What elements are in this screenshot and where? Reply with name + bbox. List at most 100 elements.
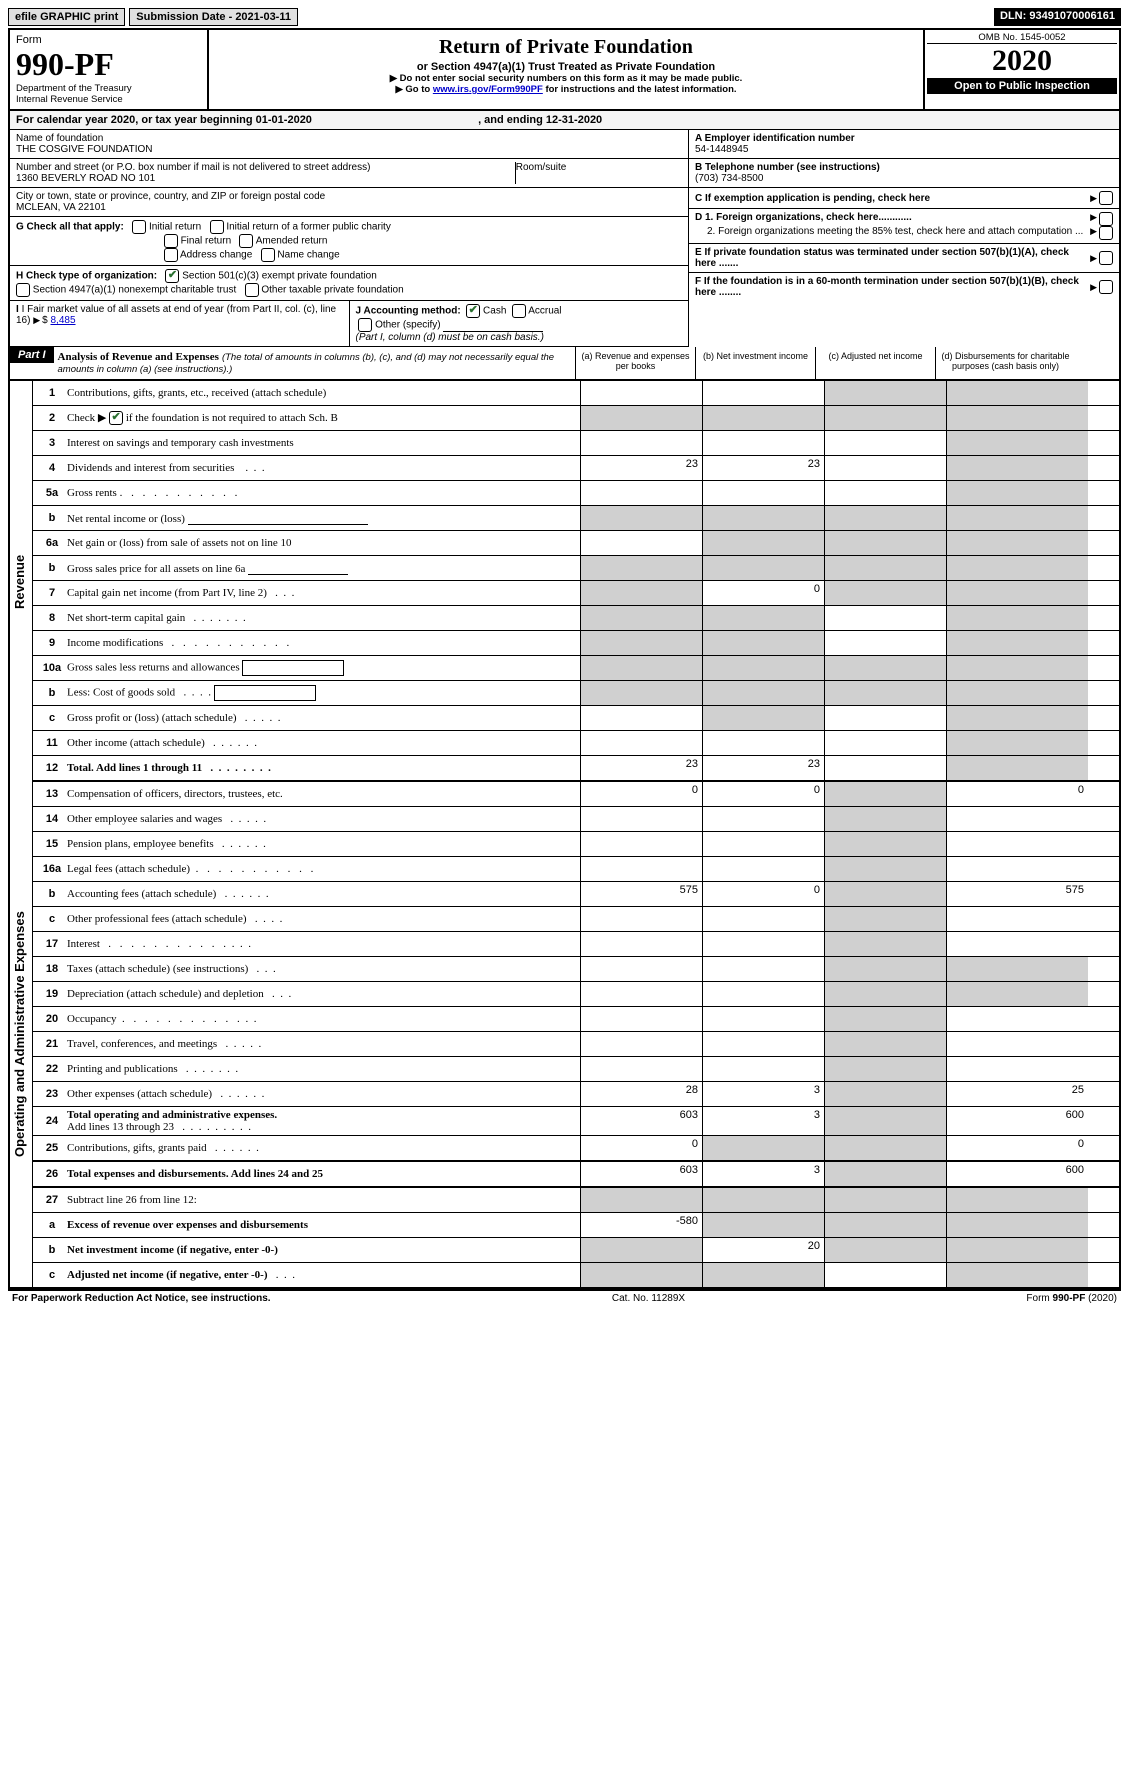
- open-public: Open to Public Inspection: [927, 78, 1117, 94]
- j-accrual: Accrual: [528, 306, 561, 317]
- col-a-hdr: (a) Revenue and expenses per books: [576, 347, 696, 379]
- i-value[interactable]: 8,485: [51, 315, 76, 326]
- j-cash: Cash: [483, 306, 506, 317]
- f-label: F If the foundation is in a 60-month ter…: [695, 276, 1090, 298]
- chk-501c3[interactable]: [165, 269, 179, 283]
- calendar-year-row: For calendar year 2020, or tax year begi…: [10, 111, 1119, 130]
- city-label: City or town, state or province, country…: [16, 191, 682, 202]
- form-subtitle: or Section 4947(a)(1) Trust Treated as P…: [213, 61, 919, 73]
- l12-b: 23: [703, 756, 825, 780]
- chk-amended[interactable]: [239, 234, 253, 248]
- g-label: G Check all that apply:: [16, 222, 124, 233]
- line-4: Dividends and interest from securities .…: [67, 462, 576, 474]
- chk-cash[interactable]: [466, 304, 480, 318]
- form-footer: Form 990-PF (2020): [1026, 1293, 1117, 1304]
- chk-e[interactable]: [1099, 251, 1113, 265]
- l23-d: 25: [947, 1082, 1088, 1106]
- part1-title: Analysis of Revenue and Expenses: [58, 351, 219, 363]
- l26-d: 600: [947, 1162, 1088, 1186]
- g-initial: Initial return: [149, 222, 201, 233]
- l25-a: 0: [581, 1136, 703, 1160]
- col-b-hdr: (b) Net investment income: [696, 347, 816, 379]
- line-16b: Accounting fees (attach schedule) . . . …: [67, 888, 576, 900]
- form-number: 990-PF: [16, 46, 201, 83]
- form-title: Return of Private Foundation: [213, 36, 919, 59]
- line-16a: Legal fees (attach schedule): [67, 863, 576, 875]
- l26-a: 603: [581, 1162, 703, 1186]
- line-6a: Net gain or (loss) from sale of assets n…: [67, 537, 576, 549]
- phone: (703) 734-8500: [695, 173, 1113, 184]
- name-label: Name of foundation: [16, 133, 682, 144]
- irs-link[interactable]: www.irs.gov/Form990PF: [433, 84, 543, 95]
- line-23: Other expenses (attach schedule) . . . .…: [67, 1088, 576, 1100]
- l25-d: 0: [947, 1136, 1088, 1160]
- chk-initial[interactable]: [132, 220, 146, 234]
- d1-label: D 1. Foreign organizations, check here..…: [695, 212, 1090, 226]
- pra-notice: For Paperwork Reduction Act Notice, see …: [12, 1293, 271, 1304]
- chk-accrual[interactable]: [512, 304, 526, 318]
- chk-final[interactable]: [164, 234, 178, 248]
- line-24: Total operating and administrative expen…: [67, 1109, 576, 1133]
- line-27c: Adjusted net income (if negative, enter …: [67, 1269, 576, 1281]
- line-17: Interest . . .: [67, 938, 576, 950]
- foundation-name: THE COSGIVE FOUNDATION: [16, 144, 682, 155]
- col-d-hdr: (d) Disbursements for charitable purpose…: [936, 347, 1075, 379]
- j-label: J Accounting method:: [356, 306, 461, 317]
- l23-a: 28: [581, 1082, 703, 1106]
- foundation-city: MCLEAN, VA 22101: [16, 202, 682, 213]
- line-3: Interest on savings and temporary cash i…: [67, 437, 576, 449]
- chk-d1[interactable]: [1099, 212, 1113, 226]
- form-label: Form: [16, 34, 201, 46]
- chk-namechg[interactable]: [261, 248, 275, 262]
- e-label: E If private foundation status was termi…: [695, 247, 1090, 269]
- h-label: H Check type of organization:: [16, 271, 157, 282]
- l24-b: 3: [703, 1107, 825, 1135]
- line-5b: Net rental income or (loss): [67, 512, 576, 525]
- cat-no: Cat. No. 11289X: [612, 1293, 685, 1304]
- g-address: Address change: [180, 250, 252, 261]
- line-19: Depreciation (attach schedule) and deple…: [67, 988, 576, 1000]
- chk-other-method[interactable]: [358, 318, 372, 332]
- g-initial-former: Initial return of a former public charit…: [226, 222, 391, 233]
- chk-other-tax[interactable]: [245, 283, 259, 297]
- form-container: Form 990-PF Department of the Treasury I…: [8, 28, 1121, 1291]
- note-no-ssn: ▶ Do not enter social security numbers o…: [213, 73, 919, 84]
- line-20: Occupancy . .: [67, 1013, 576, 1025]
- l12-a: 23: [581, 756, 703, 780]
- submission-date: Submission Date - 2021-03-11: [129, 8, 298, 26]
- line-15: Pension plans, employee benefits . . . .…: [67, 838, 576, 850]
- expenses-vlabel: Operating and Administrative Expenses: [10, 782, 33, 1287]
- dln: DLN: 93491070006161: [994, 8, 1121, 26]
- c-label: C If exemption application is pending, c…: [695, 193, 1090, 204]
- line-18: Taxes (attach schedule) (see instruction…: [67, 963, 576, 975]
- line-11: Other income (attach schedule) . . . . .…: [67, 737, 576, 749]
- l4-b: 23: [703, 456, 825, 480]
- j-other: Other (specify): [375, 320, 441, 331]
- chk-address[interactable]: [164, 248, 178, 262]
- chk-d2[interactable]: [1099, 226, 1113, 240]
- line-25: Contributions, gifts, grants paid . . . …: [67, 1142, 576, 1154]
- efile-button[interactable]: efile GRAPHIC print: [8, 8, 125, 26]
- chk-initial-former[interactable]: [210, 220, 224, 234]
- chk-sch-b[interactable]: [109, 411, 123, 425]
- l24-a: 603: [581, 1107, 703, 1135]
- l23-b: 3: [703, 1082, 825, 1106]
- line-1: Contributions, gifts, grants, etc., rece…: [67, 387, 576, 399]
- line-16c: Other professional fees (attach schedule…: [67, 913, 576, 925]
- chk-4947[interactable]: [16, 283, 30, 297]
- line-8: Net short-term capital gain . . . . . . …: [67, 612, 576, 624]
- tax-year: 2020: [927, 44, 1117, 78]
- l13-b: 0: [703, 782, 825, 806]
- chk-c[interactable]: [1099, 191, 1113, 205]
- l16b-a: 575: [581, 882, 703, 906]
- l27a-a: -580: [581, 1213, 703, 1237]
- h-501: Section 501(c)(3) exempt private foundat…: [182, 271, 377, 282]
- line-27: Subtract line 26 from line 12:: [67, 1194, 576, 1206]
- line-9: Income modifications: [67, 637, 576, 649]
- line-27b: Net investment income (if negative, ente…: [67, 1244, 576, 1256]
- line-13: Compensation of officers, directors, tru…: [67, 788, 576, 800]
- l16b-b: 0: [703, 882, 825, 906]
- omb: OMB No. 1545-0052: [927, 32, 1117, 44]
- j-note: (Part I, column (d) must be on cash basi…: [356, 332, 544, 343]
- chk-f[interactable]: [1099, 280, 1113, 294]
